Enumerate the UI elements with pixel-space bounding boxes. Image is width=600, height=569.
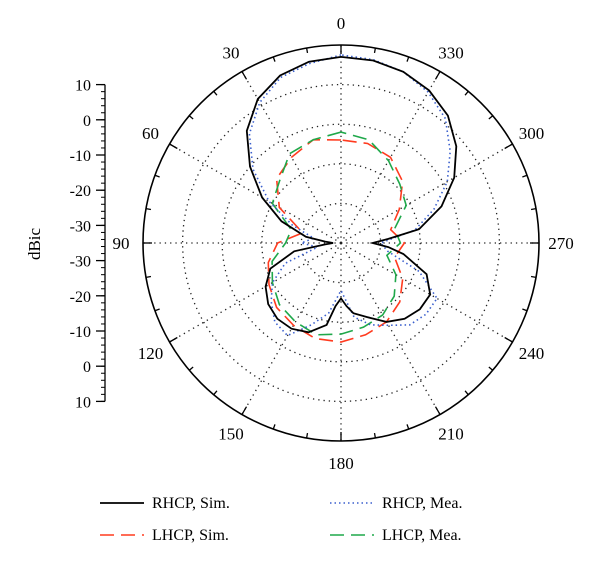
series-lhcp-mea (271, 131, 408, 336)
angle-label: 300 (519, 124, 545, 143)
angle-label: 180 (328, 454, 354, 473)
angle-label: 0 (337, 14, 346, 33)
scale-tick-label: -10 (70, 148, 91, 165)
grid-ring (221, 123, 461, 363)
angle-tick (373, 47, 377, 54)
radial-scale: dBic 10 0 -10 -20 -30 -30 -20 -10 0 10 (25, 78, 106, 411)
legend-label: RHCP, Mea. (382, 495, 462, 512)
scale-tick-label: -10 (70, 324, 91, 341)
angle-tick (272, 424, 276, 430)
grid-spoke (340, 143, 513, 244)
series-rhcp-sim (245, 55, 458, 334)
grid-spoke (340, 242, 441, 415)
angle-tick (530, 207, 537, 211)
angle-tick (373, 432, 377, 439)
angle-label: 120 (138, 344, 164, 363)
scale-tick-label: 10 (75, 78, 91, 95)
angle-tick (434, 71, 441, 80)
angle-tick (305, 432, 309, 439)
polar-grid (143, 45, 539, 441)
angle-tick (522, 174, 528, 178)
angle-labels: 0 30 60 90 120 150 180 210 240 270 300 330 (113, 14, 574, 473)
angle-tick (145, 207, 152, 211)
grid-spoke (169, 143, 342, 244)
angle-label: 90 (113, 234, 130, 253)
angle-tick (504, 336, 513, 343)
angle-tick (241, 406, 248, 415)
grid-ring (261, 163, 421, 323)
angle-tick (464, 390, 469, 396)
angle-tick (169, 336, 178, 343)
angle-label: 270 (548, 234, 574, 253)
scale-tick-label: -30 (70, 218, 91, 235)
legend-label: LHCP, Mea. (382, 527, 462, 544)
scale-tick-label: -30 (70, 254, 91, 271)
grid-ring (181, 83, 501, 403)
legend-label: RHCP, Sim. (152, 495, 230, 512)
angle-label: 60 (142, 124, 159, 143)
radial-axis-title: dBic (25, 227, 44, 260)
angle-tick (305, 47, 309, 54)
angle-label: 210 (438, 425, 464, 444)
series-rhcp-mea (248, 54, 452, 337)
grid-ring (300, 202, 382, 284)
angle-tick (154, 174, 160, 178)
scale-tick-label: -20 (70, 289, 91, 306)
scale-tick-label: 10 (75, 394, 91, 411)
angle-tick (213, 90, 218, 96)
angle-label: 240 (519, 344, 545, 363)
series-lhcp-sim (267, 138, 406, 343)
grid-spoke (340, 242, 513, 343)
angle-tick (406, 56, 410, 62)
angle-tick (522, 308, 528, 312)
grid-spoke (241, 71, 342, 244)
scale-tick-label: -20 (70, 183, 91, 200)
grid-spoke (241, 242, 342, 415)
angle-tick (213, 390, 218, 396)
angle-tick (504, 143, 513, 150)
angle-tick (188, 115, 194, 120)
legend: RHCP, Sim. RHCP, Mea. LHCP, Sim. LHCP, Mea. (100, 495, 462, 544)
series-layer (245, 54, 458, 343)
angle-tick (434, 406, 441, 415)
angle-tick (145, 275, 152, 279)
angle-tick (530, 275, 537, 279)
grid-spoke (340, 71, 441, 244)
grid-spoke (169, 242, 342, 343)
angle-tick (406, 424, 410, 430)
angle-tick (488, 366, 494, 371)
angle-tick (169, 143, 178, 150)
legend-label: LHCP, Sim. (152, 527, 229, 544)
scale-tick-label: 0 (83, 359, 91, 376)
angle-label: 330 (438, 43, 464, 62)
outer-circle-group (142, 44, 540, 442)
angle-label: 30 (223, 43, 240, 62)
angle-tick (241, 71, 248, 80)
angle-tick (272, 56, 276, 62)
scale-tick-label: 0 (83, 113, 91, 130)
angle-tick (188, 366, 194, 371)
angle-tick (464, 90, 469, 96)
angle-tick (154, 308, 160, 312)
angle-tick (488, 115, 494, 120)
angle-label: 150 (218, 425, 244, 444)
